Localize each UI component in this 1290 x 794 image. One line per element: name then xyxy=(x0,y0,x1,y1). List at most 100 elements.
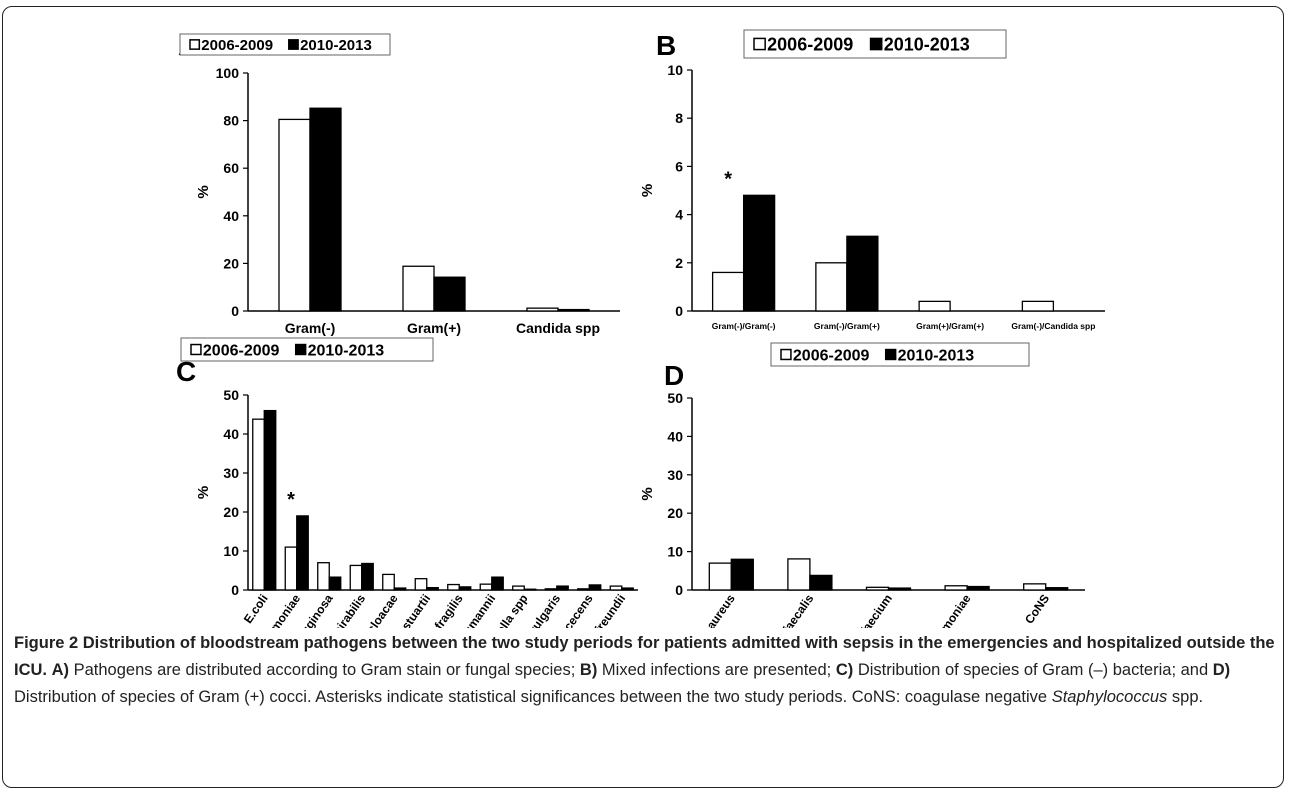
caption-title: Figure 2 Distribution of bloodstream pat… xyxy=(14,634,1275,679)
bar xyxy=(621,587,634,591)
legend-label: 2010-2013 xyxy=(300,37,372,54)
bar xyxy=(447,583,460,591)
x-tick-label: S.aureus xyxy=(697,591,738,628)
x-tick-label: Gram(-)/Candida spp xyxy=(1011,321,1095,331)
bar xyxy=(309,107,342,312)
bar xyxy=(865,586,890,591)
panel-a: A2006-20092010-2013020406080100%Gram(-)G… xyxy=(178,30,620,336)
legend-label: 2006-2009 xyxy=(767,34,853,54)
legend-box xyxy=(179,33,391,56)
panel-letter: C xyxy=(176,356,196,387)
bar xyxy=(809,574,833,591)
y-tick-label: 0 xyxy=(231,582,239,598)
y-tick-label: 40 xyxy=(223,426,239,442)
y-tick-label: 0 xyxy=(675,303,683,319)
panel-c: C2006-20092010-201301020304050%E.coliK.p… xyxy=(176,337,638,628)
legend-label: 2010-2013 xyxy=(884,34,970,54)
legend: 2006-2009 2010-2013 xyxy=(770,342,1030,367)
y-tick-label: 100 xyxy=(216,65,240,81)
y-tick-label: 6 xyxy=(675,158,683,174)
bar xyxy=(491,576,504,591)
x-tick-label: Gram(-)/Gram(-) xyxy=(712,321,776,331)
caption-b-label: B) xyxy=(579,661,598,679)
y-tick-label: 30 xyxy=(223,465,239,481)
figure-frame xyxy=(2,6,1284,788)
bar xyxy=(361,562,374,591)
caption-spp-end: spp. xyxy=(1171,688,1204,706)
legend-swatch xyxy=(294,343,307,356)
y-tick-label: 2 xyxy=(675,255,683,271)
y-tick-label: 50 xyxy=(223,387,239,403)
bar xyxy=(609,585,623,591)
caption-staphylococcus: Staphylococcus xyxy=(1051,688,1168,706)
y-tick-label: 40 xyxy=(223,208,239,224)
bar xyxy=(588,584,602,591)
y-tick-label: 4 xyxy=(675,207,683,223)
x-tick-label: Candida spp xyxy=(516,320,600,336)
caption-c-label: C) xyxy=(835,661,854,679)
bar xyxy=(966,585,990,591)
x-tick-label: E.faecium xyxy=(851,592,895,628)
caption-b-text: Mixed infections are presented; xyxy=(601,661,832,679)
bar xyxy=(556,585,569,591)
bar xyxy=(742,194,776,312)
legend-swatch xyxy=(753,37,766,51)
bar xyxy=(414,578,428,591)
caption-a-text: Pathogens are distributed according to G… xyxy=(73,661,576,679)
bar xyxy=(577,588,590,591)
bar xyxy=(263,409,277,591)
bar xyxy=(512,585,525,591)
legend-swatch xyxy=(190,343,202,356)
x-tick-label: E.coli xyxy=(241,592,271,626)
y-tick-label: 20 xyxy=(667,505,683,521)
y-axis-label: % xyxy=(639,184,656,197)
bar xyxy=(349,564,363,591)
y-tick-label: 20 xyxy=(223,255,239,271)
bar xyxy=(402,265,435,312)
bar xyxy=(458,586,472,591)
y-tick-label: 50 xyxy=(667,390,683,406)
bar xyxy=(526,307,559,312)
y-axis-label: % xyxy=(195,185,212,198)
y-tick-label: 30 xyxy=(667,467,683,483)
bar xyxy=(278,118,311,312)
panel-d: D 2006-2009 2010-2013 0 10 20 30 40 50% S.aureus E… xyxy=(639,342,1085,628)
legend-label: 2006-2009 xyxy=(201,37,273,54)
bar xyxy=(944,585,968,591)
y-tick-label: 60 xyxy=(223,160,239,176)
x-tick-label: S.pneumoniae xyxy=(915,591,974,628)
bar xyxy=(317,562,330,591)
bar xyxy=(787,558,811,591)
significance-asterisk: * xyxy=(724,168,732,190)
y-tick-label: 10 xyxy=(223,543,239,559)
bar xyxy=(296,515,309,591)
legend-swatch xyxy=(884,348,897,361)
x-tick-label: Gram(+)/Gram(+) xyxy=(916,321,984,331)
y-tick-label: 10 xyxy=(667,62,683,78)
bar xyxy=(426,587,439,591)
bar xyxy=(711,271,745,312)
legend-swatch xyxy=(780,348,792,361)
legend: 2006-2009 2010-2013 xyxy=(743,29,1007,59)
panel-letter: D xyxy=(664,360,684,391)
y-axis-label: % xyxy=(195,486,212,499)
y-tick-label: 10 xyxy=(667,544,683,560)
bar xyxy=(284,546,298,591)
bar xyxy=(252,418,265,591)
bar xyxy=(393,587,407,591)
significance-asterisk: * xyxy=(287,489,295,511)
y-tick-label: 0 xyxy=(675,582,683,598)
caption-a-label: A) xyxy=(51,661,70,679)
bar xyxy=(557,308,590,312)
y-tick-label: 80 xyxy=(223,113,239,129)
bar xyxy=(479,583,493,591)
caption-d-label: D) xyxy=(1212,661,1231,679)
bar xyxy=(1045,587,1069,591)
bar xyxy=(708,562,732,591)
bar xyxy=(523,588,537,591)
figure-caption: Figure 2 Distribution of bloodstream pat… xyxy=(14,630,1276,711)
legend-label: 2010-2013 xyxy=(898,347,975,364)
legend-swatch xyxy=(288,39,299,50)
bar xyxy=(887,587,912,591)
x-tick-label: E.faecalis xyxy=(773,591,816,628)
